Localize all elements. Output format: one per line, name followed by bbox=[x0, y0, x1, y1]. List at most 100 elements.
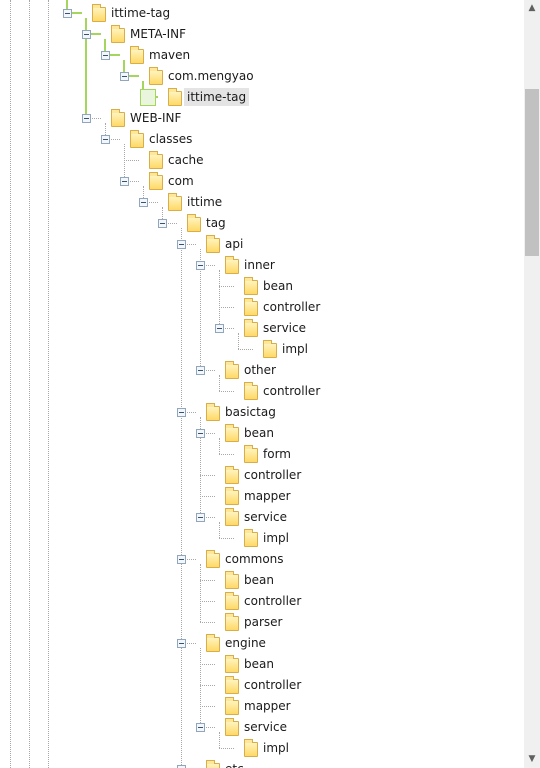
tree-node-label[interactable]: service bbox=[244, 720, 287, 734]
tree-node-label[interactable]: other bbox=[244, 363, 276, 377]
collapse-toggle-icon[interactable] bbox=[101, 135, 110, 144]
folder-icon bbox=[130, 130, 144, 148]
tree-node-label[interactable]: controller bbox=[263, 384, 321, 398]
tree-node-label[interactable]: tag bbox=[206, 216, 226, 230]
tree-node-label[interactable]: bean bbox=[244, 426, 274, 440]
folder-icon bbox=[244, 529, 258, 547]
collapse-toggle-icon[interactable] bbox=[177, 240, 186, 249]
tree-node-label[interactable]: ittime-tag bbox=[111, 6, 171, 20]
tree-guide-line bbox=[219, 270, 220, 328]
collapse-toggle-icon[interactable] bbox=[120, 72, 129, 81]
tree-node-label[interactable]: impl bbox=[263, 741, 289, 755]
tree-guide-line bbox=[66, 0, 68, 14]
collapse-toggle-icon[interactable] bbox=[158, 219, 167, 228]
tree-node-label[interactable]: bean bbox=[263, 279, 293, 293]
folder-icon bbox=[168, 88, 182, 106]
tree-node-label[interactable]: controller bbox=[244, 678, 302, 692]
tree-guide-line bbox=[219, 522, 220, 538]
tree-node-label[interactable]: mapper bbox=[244, 699, 291, 713]
tree-node-label[interactable]: commons bbox=[225, 552, 284, 566]
tree-node-label[interactable]: com bbox=[168, 174, 194, 188]
tree-node-label[interactable]: classes bbox=[149, 132, 193, 146]
folder-icon bbox=[206, 550, 220, 568]
collapse-toggle-icon[interactable] bbox=[82, 114, 91, 123]
collapse-toggle-icon[interactable] bbox=[196, 513, 205, 522]
tree-guide-line bbox=[29, 0, 30, 768]
tree-node-label[interactable]: impl bbox=[282, 342, 308, 356]
tree-node-label[interactable]: form bbox=[263, 447, 291, 461]
tree-node-label[interactable]: bean bbox=[244, 657, 274, 671]
tree-guide-line bbox=[143, 202, 158, 203]
folder-icon bbox=[206, 235, 220, 253]
folder-tree[interactable]: ittime-tag META-INF maven com.mengyao ittime… bbox=[0, 0, 524, 768]
tree-guide-line bbox=[200, 727, 215, 728]
tree-guide-line bbox=[219, 328, 234, 329]
tree-node-label[interactable]: api bbox=[225, 237, 244, 251]
tree-node-label[interactable]: engine bbox=[225, 636, 266, 650]
tree-node-label[interactable]: basictag bbox=[225, 405, 276, 419]
collapse-toggle-icon[interactable] bbox=[101, 51, 110, 60]
tree-guide-line bbox=[143, 186, 144, 202]
collapse-toggle-icon[interactable] bbox=[196, 429, 205, 438]
tree-node-label[interactable]: etc bbox=[222, 760, 247, 768]
tree-node-label[interactable]: controller bbox=[244, 594, 302, 608]
collapse-toggle-icon[interactable] bbox=[63, 9, 72, 18]
tree-node-label[interactable]: mapper bbox=[244, 489, 291, 503]
folder-icon bbox=[225, 571, 239, 589]
tree-node-label[interactable]: ittime-tag bbox=[184, 88, 250, 106]
tree-node-label[interactable]: service bbox=[263, 321, 306, 335]
tree-node-label[interactable]: controller bbox=[263, 300, 321, 314]
collapse-toggle-icon[interactable] bbox=[196, 723, 205, 732]
collapse-toggle-icon[interactable] bbox=[196, 261, 205, 270]
tree-node-label[interactable]: impl bbox=[263, 531, 289, 545]
collapse-toggle-icon[interactable] bbox=[82, 30, 91, 39]
tree-guide-line bbox=[200, 370, 215, 371]
tree-node-label[interactable]: maven bbox=[149, 48, 191, 62]
scroll-thumb[interactable] bbox=[525, 89, 539, 256]
drop-target-icon bbox=[140, 89, 156, 106]
folder-icon bbox=[206, 403, 220, 421]
folder-icon bbox=[225, 487, 239, 505]
tree-guide-line bbox=[200, 622, 215, 623]
tree-node-label[interactable]: com.mengyao bbox=[168, 69, 254, 83]
tree-node-label[interactable]: bean bbox=[244, 573, 274, 587]
tree-guide-line bbox=[123, 60, 125, 76]
folder-icon bbox=[244, 445, 258, 463]
collapse-toggle-icon[interactable] bbox=[177, 639, 186, 648]
collapse-toggle-icon[interactable] bbox=[139, 198, 148, 207]
collapse-toggle-icon[interactable] bbox=[177, 555, 186, 564]
tree-node-label[interactable]: parser bbox=[244, 615, 283, 629]
tree-guide-line bbox=[200, 496, 215, 497]
tree-guide-line bbox=[200, 249, 201, 370]
tree-guide-line bbox=[181, 412, 196, 413]
collapse-toggle-icon[interactable] bbox=[177, 408, 186, 417]
tree-guide-line bbox=[200, 706, 215, 707]
tree-guide-line bbox=[200, 433, 215, 434]
folder-icon bbox=[225, 676, 239, 694]
tree-guide-line bbox=[105, 139, 120, 140]
tree-guide-line bbox=[85, 18, 87, 118]
tree-node-label[interactable]: WEB-INF bbox=[130, 111, 182, 125]
tree-guide-line bbox=[181, 559, 196, 560]
tree-guide-line bbox=[86, 33, 101, 35]
folder-icon bbox=[225, 256, 239, 274]
tree-node-label[interactable]: inner bbox=[244, 258, 275, 272]
vertical-scrollbar[interactable]: ▲ ▼ bbox=[524, 0, 540, 768]
tree-guide-line bbox=[10, 0, 11, 768]
tree-guide-line bbox=[124, 75, 139, 77]
tree-node-label[interactable]: controller bbox=[244, 468, 302, 482]
tree-node-label[interactable]: cache bbox=[168, 153, 204, 167]
collapse-toggle-icon[interactable] bbox=[177, 765, 186, 768]
tree-guide-line bbox=[200, 265, 215, 266]
folder-icon bbox=[225, 466, 239, 484]
folder-icon bbox=[244, 298, 258, 316]
collapse-toggle-icon[interactable] bbox=[120, 177, 129, 186]
tree-node-label[interactable]: ittime bbox=[187, 195, 223, 209]
collapse-toggle-icon[interactable] bbox=[196, 366, 205, 375]
tree-node-label[interactable]: service bbox=[244, 510, 287, 524]
tree-guide-line bbox=[219, 286, 234, 287]
collapse-toggle-icon[interactable] bbox=[215, 324, 224, 333]
scroll-down-arrow-icon[interactable]: ▼ bbox=[528, 754, 536, 764]
scroll-up-arrow-icon[interactable]: ▲ bbox=[528, 3, 536, 13]
tree-node-label[interactable]: META-INF bbox=[130, 27, 187, 41]
